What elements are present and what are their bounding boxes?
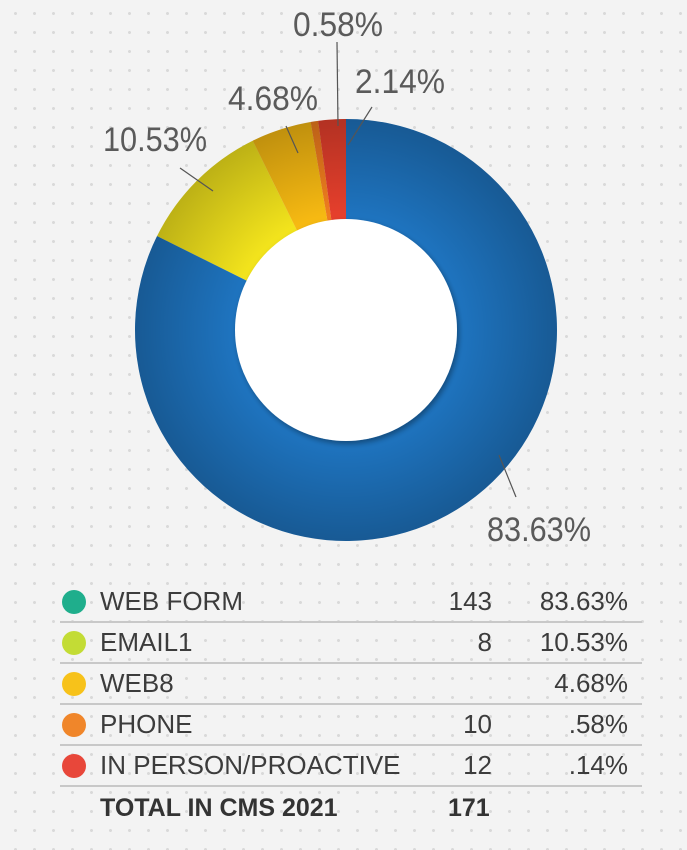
total-label: TOTAL IN CMS 2021 <box>100 794 338 822</box>
legend-percent: .58% <box>568 709 628 739</box>
data-label: 83.63% <box>487 511 591 549</box>
leader-line <box>285 125 299 154</box>
leader-line <box>347 106 373 146</box>
legend-label: EMAIL1 <box>100 627 193 657</box>
legend-percent: 10.53% <box>539 627 628 657</box>
email1-dot-icon <box>62 631 86 655</box>
leader-line <box>336 41 339 127</box>
web-form-dot-icon <box>62 590 86 614</box>
legend-percent: .14% <box>568 750 628 780</box>
legend-percent: 4.68% <box>554 668 628 698</box>
legend-total-row: TOTAL IN CMS 2021 171 <box>60 787 642 829</box>
legend-label: WEB FORM <box>100 586 243 616</box>
legend-count: 8 <box>477 627 492 657</box>
legend-percent: 83.63% <box>539 586 628 616</box>
legend-table: WEB FORM 143 83.63% EMAIL1 8 10.53% WEB8… <box>60 582 642 829</box>
legend-row-email1: EMAIL1 8 10.53% <box>60 623 642 664</box>
data-label: 2.14% <box>355 63 445 101</box>
legend-count: 12 <box>463 750 492 780</box>
data-label: 0.58% <box>293 6 383 44</box>
legend-label: PHONE <box>100 709 193 739</box>
legend-row-phone: PHONE 10 .58% <box>60 705 642 746</box>
legend-count: 10 <box>463 709 492 739</box>
donut-hole <box>235 219 457 441</box>
total-count: 171 <box>448 794 490 822</box>
leader-line <box>179 167 214 192</box>
data-label: 4.68% <box>228 80 318 118</box>
web8-dot-icon <box>62 672 86 696</box>
in-person-dot-icon <box>62 754 86 778</box>
legend-label: IN PERSON/PROACTIVE <box>100 750 401 780</box>
legend-row-in-person: IN PERSON/PROACTIVE 12 .14% <box>60 746 642 787</box>
legend-label: WEB8 <box>100 668 174 698</box>
data-label: 10.53% <box>103 121 207 159</box>
legend-row-web-form: WEB FORM 143 83.63% <box>60 582 642 623</box>
legend-row-web8: WEB8 4.68% <box>60 664 642 705</box>
legend-count: 143 <box>448 586 492 616</box>
leader-line <box>498 454 517 498</box>
phone-dot-icon <box>62 713 86 737</box>
donut-chart: 83.63% 10.53% 4.68% 0.58% 2.14% <box>103 6 591 549</box>
